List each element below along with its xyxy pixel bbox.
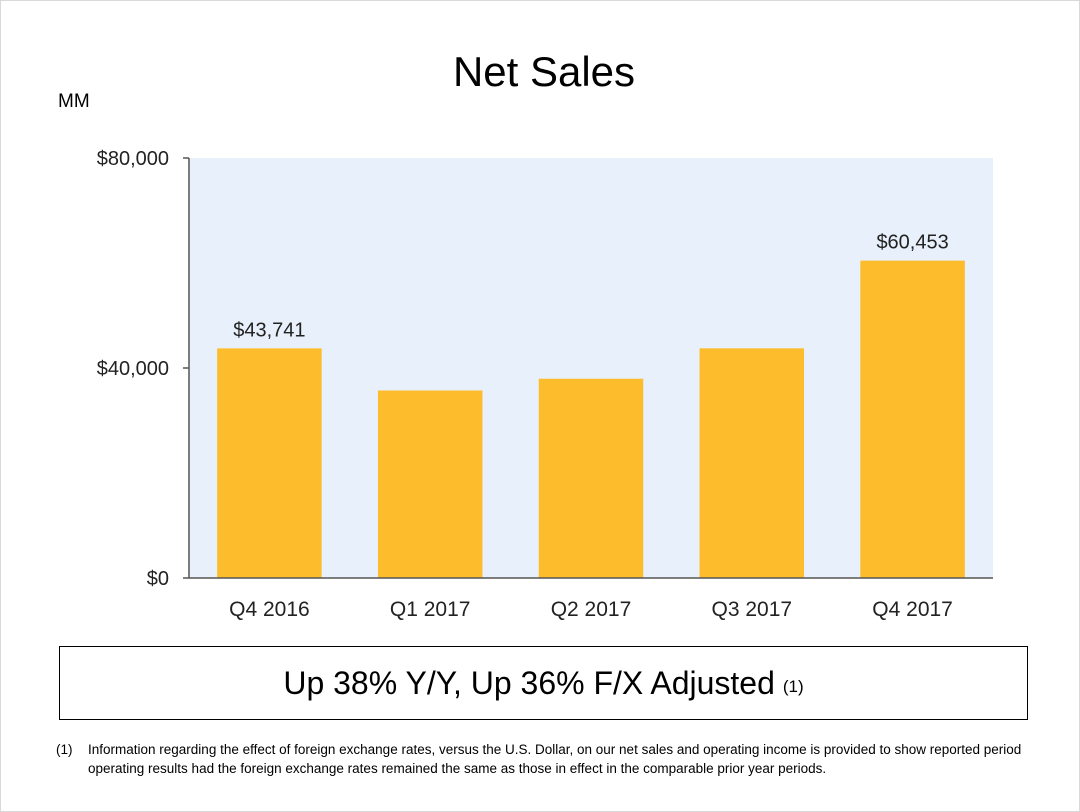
footnote-number: (1) bbox=[56, 742, 73, 757]
callout-text: Up 38% Y/Y, Up 36% F/X Adjusted bbox=[283, 664, 775, 701]
category-label: Q2 2017 bbox=[551, 598, 632, 621]
unit-label: MM bbox=[58, 91, 90, 112]
data-label: $43,741 bbox=[233, 319, 305, 341]
footnote: (1) Information regarding the effect of … bbox=[56, 740, 1066, 778]
y-tick-label: $80,000 bbox=[97, 148, 169, 170]
data-label: $60,453 bbox=[876, 232, 948, 254]
bar-q1-2017 bbox=[377, 390, 483, 578]
growth-callout: Up 38% Y/Y, Up 36% F/X Adjusted (1) bbox=[59, 646, 1028, 720]
y-tick-label: $0 bbox=[147, 568, 169, 590]
chart-title: Net Sales bbox=[452, 48, 636, 95]
bar-q2-2017 bbox=[538, 378, 644, 578]
bar-q4-2016 bbox=[217, 348, 322, 578]
category-label: Q1 2017 bbox=[390, 598, 471, 621]
category-label: Q4 2017 bbox=[872, 598, 953, 621]
net-sales-chart: Q4 2016 $43,741 Q1 2017 Q2 2017 Q3 2017 Q4 20… bbox=[97, 148, 993, 621]
category-label: Q3 2017 bbox=[712, 598, 793, 621]
category-label: Q4 2016 bbox=[229, 598, 310, 621]
callout-footnote-ref: (1) bbox=[782, 677, 804, 696]
y-tick-label: $40,000 bbox=[97, 358, 169, 380]
footnote-text: Information regarding the effect of fore… bbox=[88, 742, 1022, 776]
bar-q4-2017 bbox=[860, 260, 965, 578]
bar-q3-2017 bbox=[699, 348, 805, 578]
